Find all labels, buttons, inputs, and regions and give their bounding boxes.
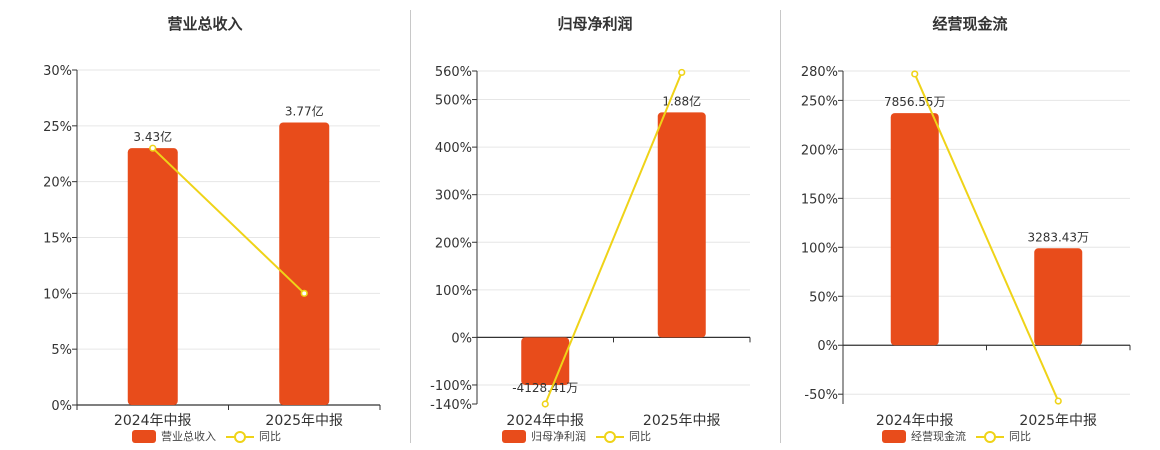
y-tick-label: 100% xyxy=(801,241,838,256)
bar xyxy=(657,112,706,338)
y-tick-label: -50% xyxy=(804,388,838,403)
legend-bar-label: 营业总收入 xyxy=(161,430,216,443)
chart-legend: 归母净利润 同比 xyxy=(502,427,661,445)
legend-line-label: 同比 xyxy=(629,430,651,443)
chart-title: 营业总收入 xyxy=(167,15,243,33)
yoy-line xyxy=(913,73,1060,402)
yoy-point xyxy=(1054,397,1062,405)
legend-line-swatch xyxy=(976,430,1004,443)
yoy-point xyxy=(541,400,549,408)
y-tick-label: 0% xyxy=(451,331,472,346)
legend-item-line[interactable]: 同比 xyxy=(596,428,651,444)
bar xyxy=(279,122,330,405)
y-tick-label: 280% xyxy=(801,65,838,80)
y-tick-label: 200% xyxy=(801,143,838,158)
x-tick-label: 2025年中报 xyxy=(265,413,343,429)
revenue-chart-panel: 营业总收入 0% 5% 10% 15% 20% 25% 30% 2024年中报 2025年中报 3… xyxy=(0,0,410,450)
panel-divider xyxy=(410,10,411,443)
y-tick-label: 250% xyxy=(801,94,838,109)
yoy-point xyxy=(678,68,686,77)
legend-bar-swatch xyxy=(132,429,156,443)
x-tick-label: 2024年中报 xyxy=(506,413,584,429)
x-tick-label: 2025年中报 xyxy=(1019,413,1097,429)
x-tick-label: 2024年中报 xyxy=(876,413,954,429)
legend-item-bar[interactable]: 经营现金流 xyxy=(882,428,966,444)
y-tick-label: 15% xyxy=(43,232,72,247)
x-tick-label: 2025年中报 xyxy=(643,413,721,429)
bar xyxy=(127,148,178,405)
bar-data-label: 3.43亿 xyxy=(133,129,172,144)
legend-bar-swatch xyxy=(882,429,906,443)
legend-line-label: 同比 xyxy=(1009,430,1031,443)
y-tick-label: 400% xyxy=(435,141,472,156)
y-tick-label: -140% xyxy=(430,398,472,413)
y-tick-label: 5% xyxy=(51,343,72,358)
net-profit-chart-plot: -140% -100% 0% 100% 200% 300% 400% 500% 560% 2024… xyxy=(430,65,751,429)
y-tick-label: 560% xyxy=(435,65,472,80)
y-tick-label: -100% xyxy=(430,379,472,394)
cash-flow-chart-panel: 经营现金流 -50% 0% 50% 100% 150% 200% 250% 280% 2024年… xyxy=(780,0,1160,450)
legend-item-line[interactable]: 同比 xyxy=(976,428,1031,444)
legend-item-bar[interactable]: 归母净利润 xyxy=(502,428,586,444)
legend-item-bar[interactable]: 营业总收入 xyxy=(132,428,216,444)
bar-data-label: 7856.55万 xyxy=(884,95,946,109)
y-tick-label: 150% xyxy=(801,192,838,207)
y-tick-label: 10% xyxy=(43,287,72,302)
cash-flow-chart-plot: -50% 0% 50% 100% 150% 200% 250% 280% 2024年中报 2025… xyxy=(801,65,1131,429)
bar-data-label: -4128.41万 xyxy=(512,381,578,395)
y-tick-label: 0% xyxy=(817,339,838,354)
bar xyxy=(1034,248,1083,346)
y-tick-label: 50% xyxy=(809,290,838,305)
x-tick-label: 2024年中报 xyxy=(114,413,192,429)
y-tick-label: 200% xyxy=(435,236,472,251)
net-profit-chart-panel: 归母净利润 -140% -100% 0% 100% 200% 300% 400% 500% 56… xyxy=(410,0,780,450)
y-tick-label: 25% xyxy=(43,120,72,135)
bar-data-label: 3283.43万 xyxy=(1027,230,1089,244)
chart-legend: 营业总收入 同比 xyxy=(132,427,291,445)
y-tick-label: 30% xyxy=(43,64,72,79)
legend-item-line[interactable]: 同比 xyxy=(226,428,281,444)
bar xyxy=(890,113,939,346)
y-tick-label: 100% xyxy=(435,284,472,299)
revenue-chart-plot: 0% 5% 10% 15% 20% 25% 30% 2024年中报 2025年中报 3.43亿 3.… xyxy=(43,64,381,429)
chart-legend: 经营现金流 同比 xyxy=(882,427,1041,445)
yoy-point xyxy=(149,144,157,152)
legend-line-swatch xyxy=(596,430,624,443)
panel-divider xyxy=(780,10,781,443)
yoy-point xyxy=(300,289,308,297)
y-tick-label: 300% xyxy=(435,189,472,204)
yoy-point xyxy=(911,70,919,78)
yoy-line xyxy=(544,72,683,405)
chart-title: 归母净利润 xyxy=(557,15,633,33)
legend-bar-swatch xyxy=(502,429,526,443)
y-tick-label: 500% xyxy=(435,94,472,109)
yoy-line xyxy=(152,147,305,295)
legend-bar-label: 经营现金流 xyxy=(911,430,966,443)
legend-line-swatch xyxy=(226,430,254,443)
y-tick-label: 0% xyxy=(51,399,72,414)
legend-bar-label: 归母净利润 xyxy=(531,430,586,443)
legend-line-label: 同比 xyxy=(259,430,281,443)
chart-title: 经营现金流 xyxy=(932,15,1008,33)
bar-data-label: 3.77亿 xyxy=(285,103,324,118)
y-tick-label: 20% xyxy=(43,176,72,191)
